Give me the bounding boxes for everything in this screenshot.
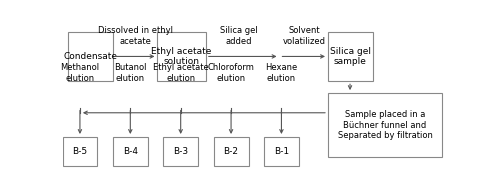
Text: Silica gel
added: Silica gel added bbox=[220, 26, 258, 46]
Bar bbox=[113, 137, 148, 166]
Text: Hexane
elution: Hexane elution bbox=[266, 63, 298, 83]
Text: Solvent
volatilized: Solvent volatilized bbox=[283, 26, 326, 46]
Text: Dissolved in ethyl
acetate: Dissolved in ethyl acetate bbox=[98, 26, 173, 46]
Text: Sample placed in a
Büchner funnel and
Separated by filtration: Sample placed in a Büchner funnel and Se… bbox=[338, 110, 432, 140]
Text: B-4: B-4 bbox=[123, 147, 138, 156]
Text: Condensate: Condensate bbox=[64, 52, 118, 61]
Text: Ethyl acetate
elution: Ethyl acetate elution bbox=[153, 63, 208, 83]
Text: Methanol
elution: Methanol elution bbox=[60, 63, 100, 83]
Bar bbox=[264, 137, 299, 166]
Text: B-1: B-1 bbox=[274, 147, 289, 156]
Bar bbox=[328, 32, 372, 81]
Text: B-2: B-2 bbox=[224, 147, 238, 156]
Text: Butanol
elution: Butanol elution bbox=[114, 63, 146, 83]
Bar bbox=[163, 137, 198, 166]
Bar bbox=[62, 137, 98, 166]
Text: Chloroform
elution: Chloroform elution bbox=[208, 63, 254, 83]
Text: B-5: B-5 bbox=[72, 147, 88, 156]
Bar bbox=[68, 32, 113, 81]
Text: Ethyl acetate
solution: Ethyl acetate solution bbox=[152, 47, 212, 66]
Bar bbox=[328, 93, 442, 157]
Bar bbox=[214, 137, 248, 166]
Text: Silica gel
sample: Silica gel sample bbox=[330, 47, 370, 66]
Text: B-3: B-3 bbox=[173, 147, 188, 156]
Bar bbox=[158, 32, 206, 81]
